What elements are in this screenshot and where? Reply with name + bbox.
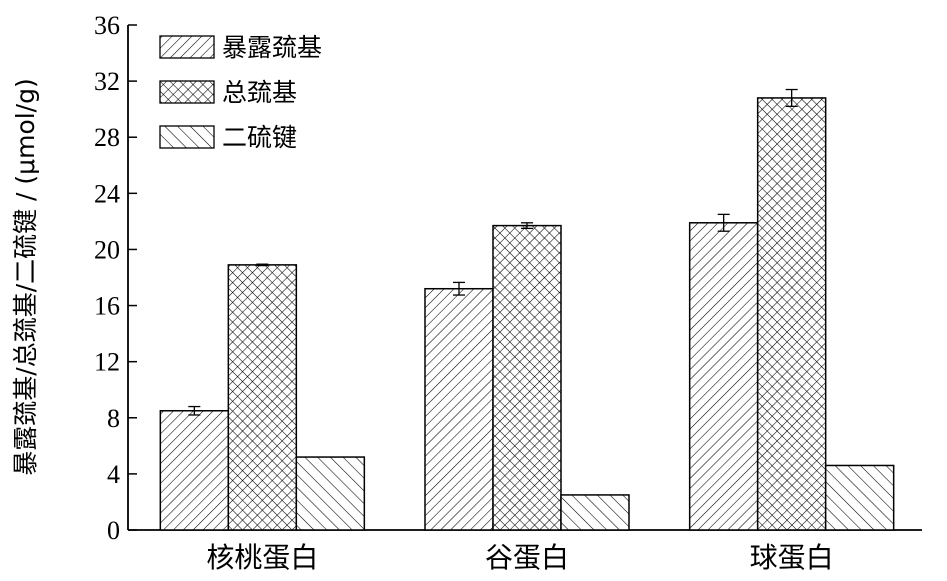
y-tick-label: 12 [94,348,120,377]
bar [560,494,630,531]
bars [159,88,895,531]
y-tick-label: 32 [94,67,120,96]
legend-swatch [159,125,215,149]
legend-label: 暴露巯基 [222,33,322,62]
axes: 0 4 8 12 16 20 24 28 32 36 核桃蛋白 谷蛋白 球蛋白 [94,11,922,574]
bar [492,224,562,531]
bar [424,287,494,531]
y-tick-label: 20 [94,235,120,264]
y-tick-label: 4 [107,460,120,489]
y-tick-label: 36 [94,11,120,40]
bar [756,97,827,531]
y-tick-label: 0 [107,516,120,545]
bar [227,264,298,531]
x-tick-label: 谷蛋白 [485,541,569,574]
y-tick-label: 8 [107,404,120,433]
y-tick-label: 16 [94,292,120,321]
legend-swatch [159,35,215,59]
x-tick-label: 核桃蛋白 [206,541,318,574]
y-tick-label: 28 [94,123,120,152]
bar [295,456,366,531]
legend-label: 二硫键 [222,123,297,152]
legend-swatch [159,80,215,104]
y-axis-label: 暴露巯基/总巯基/二硫键 / (μmol/g) [11,78,40,475]
bar [824,464,895,531]
y-tick-label: 24 [94,179,120,208]
x-tick-label: 球蛋白 [750,541,834,574]
bar [159,410,230,531]
bar [688,222,759,531]
legend-label: 总巯基 [222,78,297,107]
